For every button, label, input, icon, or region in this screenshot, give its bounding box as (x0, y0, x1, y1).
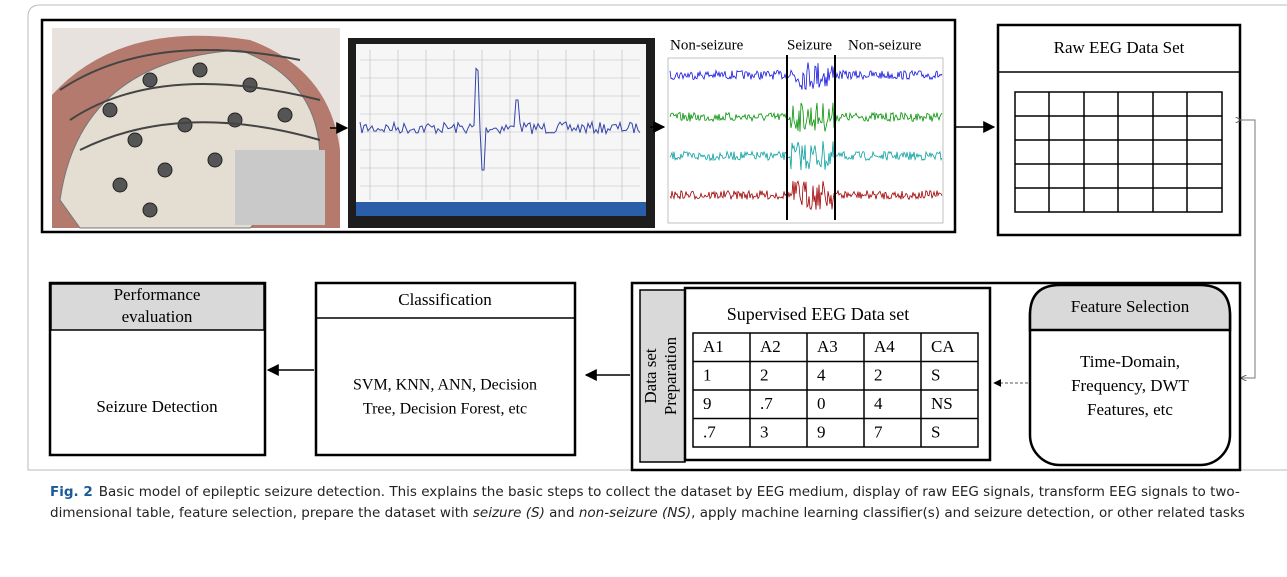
table-cell: 2 (874, 366, 883, 385)
table-cell: 2 (760, 366, 769, 385)
eeg-label: Non-seizure (670, 37, 744, 53)
caption-text: non-seizure (NS) (578, 505, 692, 521)
table-cell: S (931, 366, 940, 385)
table-cell: 3 (760, 423, 769, 442)
caption-text: Basic model of epileptic seizure detecti… (50, 484, 1240, 521)
table-cell: 4 (874, 394, 883, 413)
eeg-plot: Non-seizure Seizure Non-seizure (667, 37, 944, 224)
feature-text: Features, etc (1087, 400, 1173, 419)
eeg-label: Seizure (787, 37, 832, 53)
feature-text: Frequency, DWT (1071, 376, 1189, 395)
table-cell: CA (931, 337, 955, 356)
classification-text: Tree, Decision Forest, etc (363, 401, 527, 418)
table-cell: A1 (703, 337, 724, 356)
raw-grid (1014, 91, 1223, 213)
eeg-wave (669, 62, 943, 90)
classification-text: SVM, KNN, ANN, Decision (353, 377, 537, 394)
preparation-label: Preparation (661, 336, 680, 415)
photo (52, 28, 340, 229)
preparation-label-bg (639, 289, 686, 463)
eeg-wave (669, 141, 943, 171)
table-cell: .7 (760, 394, 773, 413)
feature-title: Feature Selection (1071, 297, 1190, 316)
eeg-wave (669, 102, 943, 132)
performance-title: Performance (114, 285, 201, 304)
table-cell: 7 (874, 423, 883, 442)
table-box (683, 286, 992, 462)
table-cell: A2 (760, 337, 781, 356)
table-title: Supervised EEG Data set (727, 304, 909, 324)
classification-box (314, 281, 577, 457)
classification-title: Classification (398, 290, 492, 309)
performance-title: evaluation (122, 307, 193, 326)
table-cell: NS (931, 394, 953, 413)
caption-text: seizure (S) (472, 505, 545, 521)
caption-label: Fig. 2 (50, 484, 93, 500)
table-cell: .7 (703, 423, 716, 442)
table-cell: 9 (703, 394, 712, 413)
eeg-label: Non-seizure (848, 37, 922, 53)
table-cell: S (931, 423, 940, 442)
figure-frame (27, 4, 1287, 471)
table-cell: A4 (874, 337, 895, 356)
table-cell: 1 (703, 366, 712, 385)
feature-text: Time-Domain, (1080, 352, 1180, 371)
table-cell: A3 (817, 337, 838, 356)
data-table: A1 A2 A3 A4 CA 1 2 4 2 S 9 .7 0 4 NS .7 3 9 7 S (692, 332, 979, 448)
performance-text: Seizure Detection (96, 397, 218, 416)
monitor (348, 38, 655, 228)
table-cell: 4 (817, 366, 826, 385)
preparation-label: Data set (641, 348, 660, 404)
caption-text: and (544, 505, 579, 521)
table-cell: 0 (817, 394, 826, 413)
table-cell: 9 (817, 423, 826, 442)
caption: Fig. 2 Basic model of epileptic seizure d… (50, 482, 1270, 524)
raw-data-title: Raw EEG Data Set (1054, 38, 1185, 57)
connector (1241, 120, 1256, 378)
caption-text: , apply machine learning classifier(s) a… (691, 505, 1245, 521)
eeg-wave (669, 180, 943, 211)
